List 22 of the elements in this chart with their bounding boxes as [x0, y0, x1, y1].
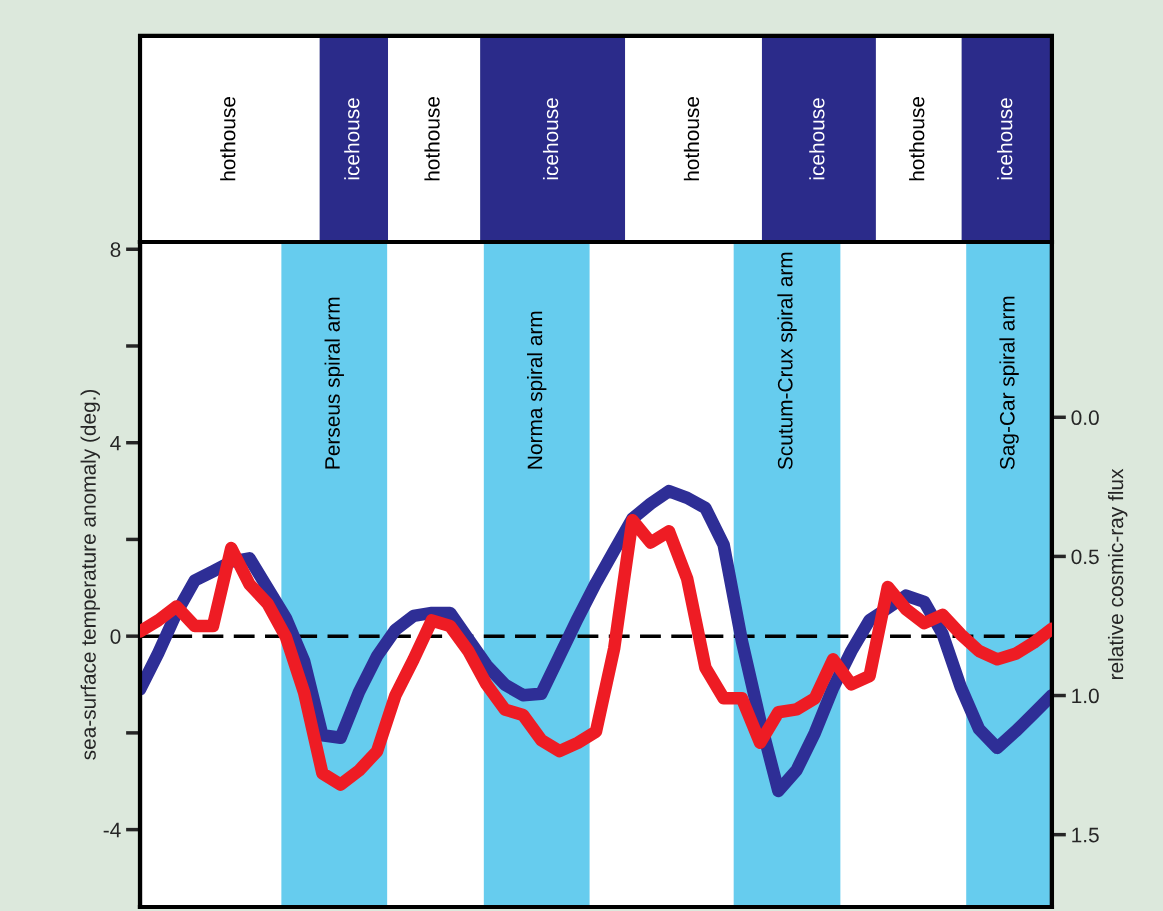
text: icehouse — [344, 98, 360, 180]
text: icehouse — [542, 98, 559, 180]
y-tick-label: -4 — [103, 822, 121, 838]
text: hothouse — [909, 96, 925, 181]
y2-tick-label: 1.0 — [1072, 688, 1099, 704]
y2-tick-label: 1.5 — [1072, 827, 1099, 843]
annotation: Norma spiral arm — [527, 311, 547, 469]
annotation: Scutum-Crux spiral arm — [777, 252, 797, 470]
text: hothouse — [683, 96, 700, 181]
annotation: Perseus spiral arm — [324, 297, 344, 469]
y2-tick-label: 0.5 — [1071, 549, 1099, 565]
text: hothouse — [220, 96, 236, 181]
y-tick-label: 0 — [110, 629, 121, 644]
text: icehouse — [997, 98, 1013, 180]
y-axis-title: sea-surface temperature anomaly (deg.) — [80, 389, 100, 760]
y2-axis-title: relative cosmic-ray flux — [1107, 468, 1128, 680]
y-tick-label: 4 — [110, 435, 121, 451]
text: hothouse — [424, 96, 440, 181]
y-tick-label: 8 — [110, 242, 121, 258]
y2-tick-label: 0.0 — [1071, 410, 1099, 426]
text: icehouse — [809, 98, 825, 180]
annotation: Sag-Car spiral arm — [999, 296, 1019, 470]
